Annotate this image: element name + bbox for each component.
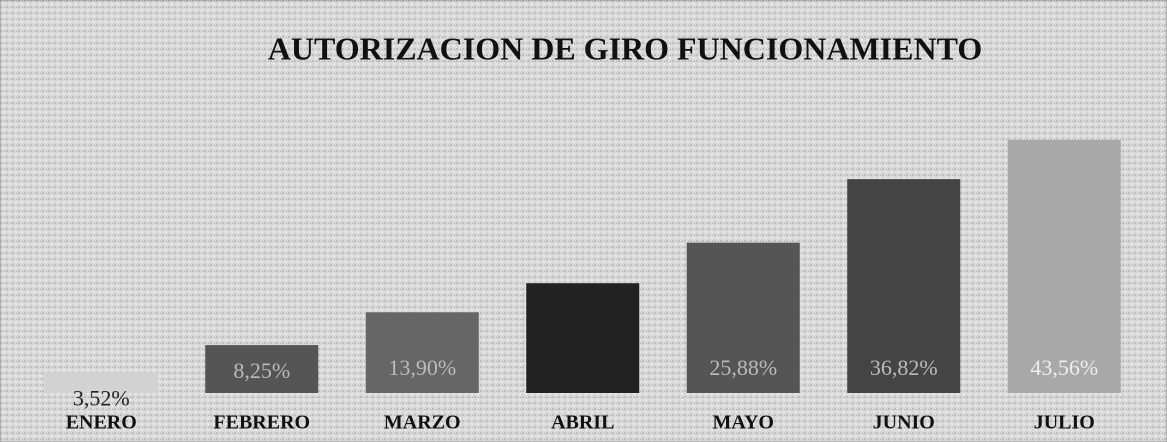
x-tick-label: ENERO [66, 412, 137, 434]
x-tick-label: JUNIO [873, 412, 935, 434]
x-tick-label: JULIO [1034, 412, 1095, 434]
x-tick-label: MARZO [384, 412, 461, 434]
x-tick-label: FEBRERO [213, 412, 310, 434]
bar [847, 179, 961, 393]
x-tick-label: ABRIL [551, 412, 614, 434]
bar [44, 372, 158, 393]
bar [205, 345, 319, 393]
bar [365, 312, 479, 393]
data-label: 13,90% [388, 355, 456, 380]
data-label: 3,52% [73, 386, 130, 411]
data-label: 25,88% [709, 355, 777, 380]
bar [686, 242, 800, 393]
bar [1007, 140, 1121, 393]
data-label: 43,56% [1030, 355, 1098, 380]
chart-title: AUTORIZACION DE GIRO FUNCIONAMIENTO [268, 30, 982, 66]
x-tick-label: MAYO [713, 412, 774, 434]
bar [526, 283, 640, 393]
data-label: 8,25% [233, 358, 290, 383]
data-label: 36,82% [870, 355, 938, 380]
